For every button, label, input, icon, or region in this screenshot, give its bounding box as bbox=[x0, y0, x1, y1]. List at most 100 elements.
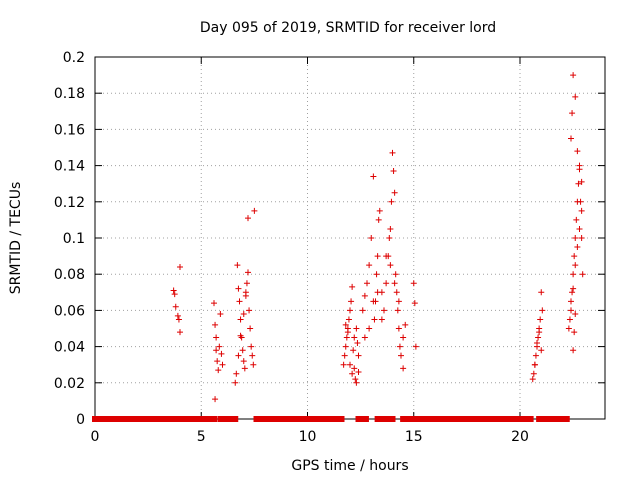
data-point bbox=[570, 72, 577, 79]
data-point bbox=[342, 343, 349, 350]
data-point bbox=[218, 350, 225, 357]
baseline-marker-run bbox=[355, 416, 365, 422]
data-point bbox=[574, 148, 581, 155]
data-point bbox=[572, 235, 579, 241]
data-point bbox=[571, 253, 578, 260]
data-point bbox=[530, 370, 537, 377]
data-point bbox=[212, 321, 219, 328]
data-point bbox=[571, 329, 578, 336]
x-axis-label: GPS time / hours bbox=[291, 458, 408, 474]
data-point bbox=[539, 307, 546, 314]
y-tick-label: 0 bbox=[76, 412, 85, 428]
data-point bbox=[236, 298, 243, 305]
x-tick-label: 15 bbox=[405, 429, 423, 445]
x-tick-label: 20 bbox=[511, 429, 529, 445]
data-point bbox=[243, 280, 250, 287]
data-point bbox=[242, 292, 249, 299]
data-point bbox=[233, 370, 240, 377]
data-point bbox=[174, 312, 181, 319]
data-point bbox=[376, 207, 383, 214]
data-point bbox=[378, 316, 385, 323]
baseline-marker-run bbox=[253, 416, 345, 422]
data-point bbox=[349, 283, 356, 290]
data-point bbox=[396, 343, 403, 350]
data-point bbox=[566, 316, 573, 323]
data-point bbox=[247, 325, 254, 332]
data-point bbox=[532, 352, 539, 359]
data-point bbox=[351, 334, 358, 341]
x-tick-labels: 0 5 10 15 20 bbox=[91, 429, 529, 445]
data-point bbox=[538, 289, 545, 296]
data-point bbox=[572, 93, 579, 100]
baseline-marker-run bbox=[400, 416, 409, 422]
data-point bbox=[381, 307, 387, 314]
chart-title: Day 095 of 2019, SRMTID for receiver lor… bbox=[200, 20, 496, 36]
data-point bbox=[568, 298, 574, 305]
baseline-marker-run bbox=[386, 416, 396, 422]
y-tick-label: 0.06 bbox=[54, 303, 85, 319]
y-tick-labels: 0 0.02 0.04 0.06 0.08 0.1 0.12 0.14 0.16 0.18 0.2 bbox=[54, 50, 85, 428]
data-point bbox=[170, 287, 177, 294]
baseline-marker-run bbox=[360, 416, 369, 422]
data-point bbox=[344, 329, 351, 336]
data-point bbox=[568, 307, 574, 314]
data-point bbox=[251, 207, 258, 214]
data-point bbox=[374, 253, 381, 260]
data-point bbox=[237, 316, 244, 323]
data-point bbox=[574, 244, 581, 251]
data-point bbox=[412, 343, 419, 350]
data-point bbox=[348, 298, 355, 305]
data-point bbox=[579, 271, 586, 278]
data-point bbox=[211, 300, 217, 307]
baseline-marker-run bbox=[542, 416, 570, 422]
x-tick-label: 10 bbox=[299, 429, 317, 445]
data-point bbox=[578, 207, 585, 214]
data-point bbox=[393, 289, 400, 296]
data-point bbox=[172, 303, 179, 310]
data-point bbox=[576, 225, 583, 232]
baseline-marker-run bbox=[405, 416, 534, 422]
data-point bbox=[529, 376, 536, 383]
data-point bbox=[536, 329, 543, 336]
data-point bbox=[349, 370, 356, 377]
y-tick-label: 0.14 bbox=[54, 159, 85, 175]
data-point bbox=[343, 334, 350, 341]
data-point bbox=[402, 321, 409, 328]
data-point bbox=[374, 289, 381, 296]
data-point bbox=[386, 235, 393, 241]
data-point bbox=[569, 110, 576, 117]
data-point bbox=[392, 271, 399, 278]
data-point bbox=[352, 376, 359, 383]
data-point bbox=[373, 271, 380, 278]
x-tick-label: 0 bbox=[91, 429, 100, 445]
data-point bbox=[359, 307, 366, 314]
data-point bbox=[569, 289, 576, 296]
data-point bbox=[341, 352, 348, 359]
data-point bbox=[370, 173, 377, 180]
y-tick-label: 0.18 bbox=[54, 86, 85, 102]
data-point bbox=[389, 149, 396, 156]
data-point bbox=[400, 334, 407, 341]
y-tick-label: 0.02 bbox=[54, 376, 85, 392]
zero-baseline-markers bbox=[92, 416, 570, 422]
data-point bbox=[245, 269, 251, 276]
data-point bbox=[570, 271, 577, 278]
data-point bbox=[370, 298, 377, 305]
baseline-marker-run bbox=[374, 416, 384, 422]
data-point bbox=[177, 329, 183, 336]
baseline-marker-run bbox=[536, 416, 547, 422]
data-point bbox=[347, 307, 353, 314]
baseline-marker-run bbox=[92, 416, 217, 422]
data-point bbox=[345, 316, 352, 323]
data-point bbox=[387, 225, 394, 232]
data-point bbox=[531, 361, 538, 368]
data-point bbox=[537, 316, 544, 323]
data-point bbox=[240, 358, 247, 365]
data-point bbox=[534, 339, 540, 346]
y-tick-label: 0.1 bbox=[63, 231, 85, 247]
data-point bbox=[351, 365, 358, 372]
data-point bbox=[368, 235, 375, 241]
data-point bbox=[576, 166, 583, 173]
data-point bbox=[410, 280, 417, 287]
